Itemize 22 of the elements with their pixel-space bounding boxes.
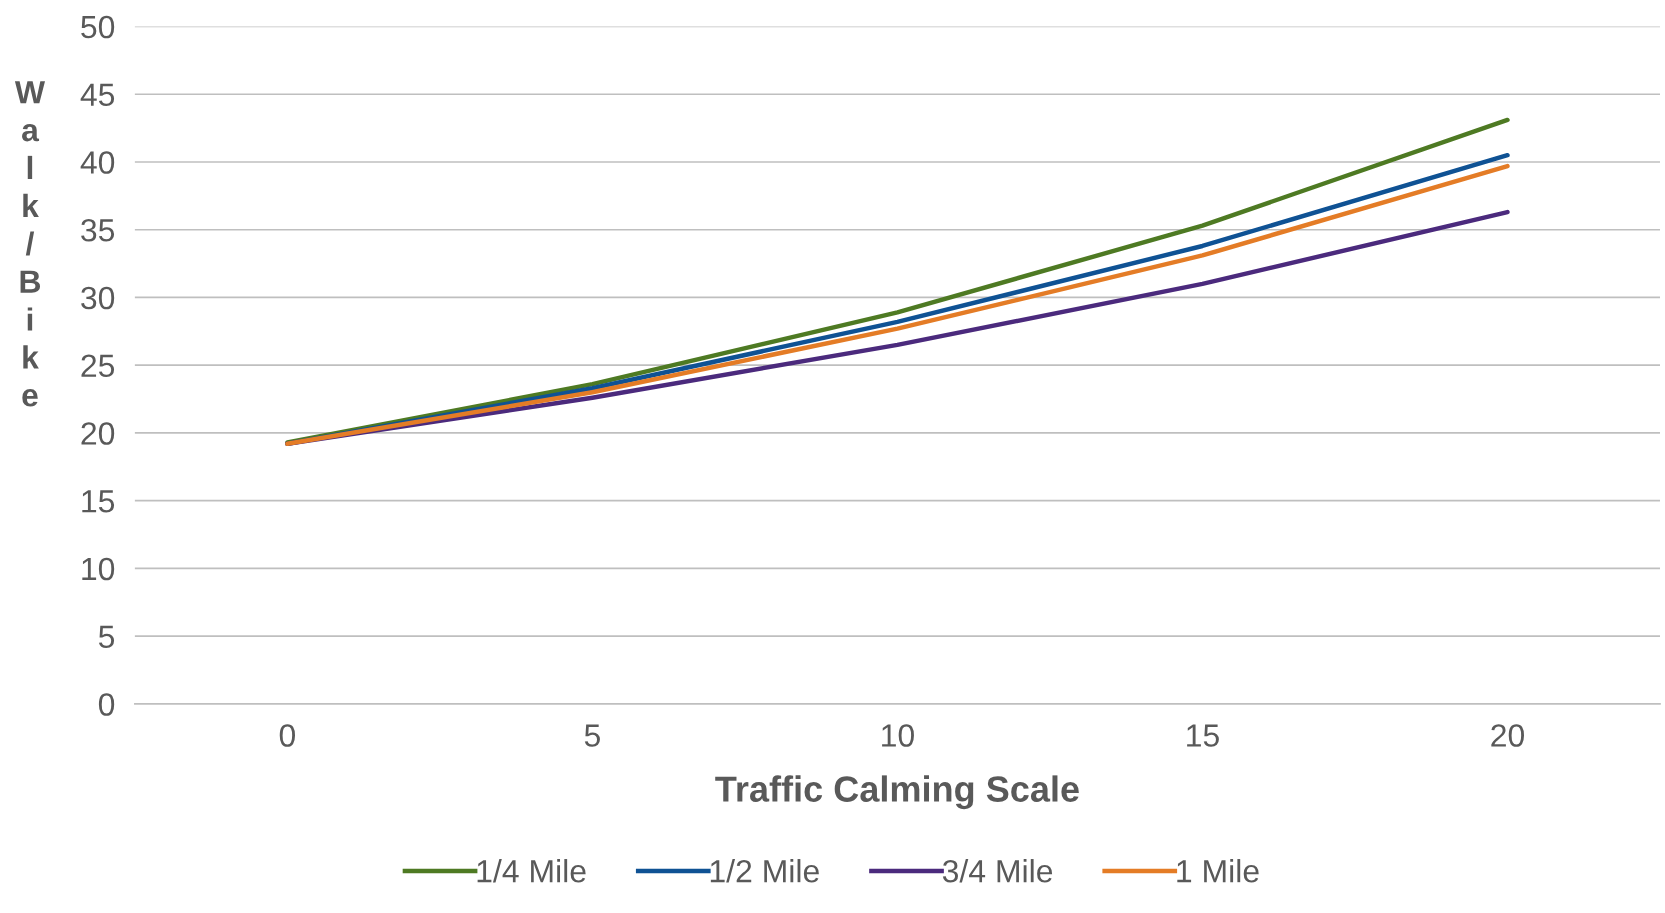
y-tick-label: 15 bbox=[82, 490, 115, 513]
x-axis-title: Traffic Calming Scale bbox=[715, 775, 1079, 810]
y-tick-label: 20 bbox=[81, 422, 115, 445]
legend-label: 1/2 Mile bbox=[710, 859, 819, 883]
x-tick-label: 10 bbox=[882, 724, 914, 747]
x-tick-label: 0 bbox=[279, 724, 296, 747]
y-tick-label: 50 bbox=[81, 15, 115, 39]
legend-label: 3/4 Mile bbox=[942, 859, 1053, 883]
text: Walk/Bike bbox=[14, 81, 46, 407]
y-tick-label: 30 bbox=[81, 286, 115, 310]
y-tick-label: 5 bbox=[98, 625, 115, 649]
x-tick-label: 15 bbox=[1187, 724, 1219, 747]
legend-label: 1 Mile bbox=[1177, 859, 1259, 883]
y-tick-label: 10 bbox=[82, 557, 115, 581]
y-tick-label: 25 bbox=[81, 354, 115, 378]
y-tick-label: 40 bbox=[80, 151, 115, 174]
y-tick-label: 35 bbox=[81, 218, 115, 242]
y-tick-label: 45 bbox=[80, 83, 115, 107]
x-tick-label: 5 bbox=[584, 724, 600, 747]
y-tick-label: 0 bbox=[98, 693, 115, 716]
x-tick-label: 20 bbox=[1491, 724, 1525, 747]
legend-label: 1/4 Mile bbox=[477, 859, 586, 883]
